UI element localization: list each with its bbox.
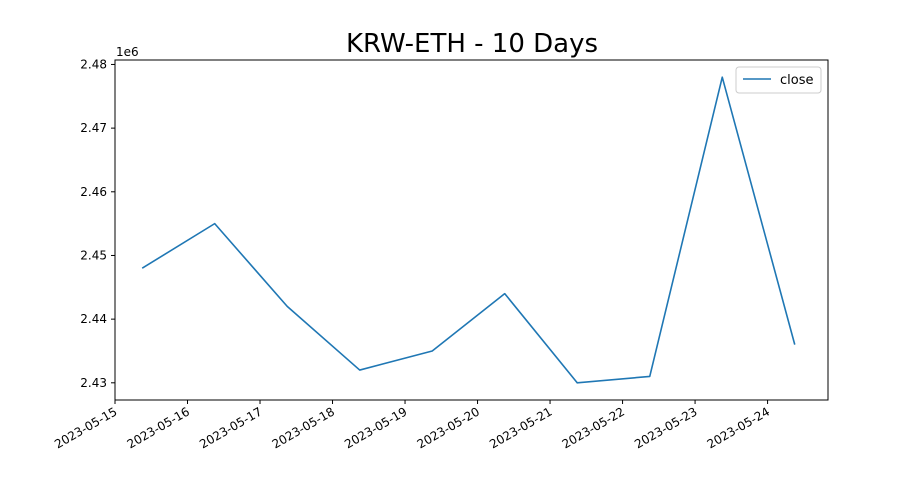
legend-box	[735, 66, 822, 94]
y-axis: 2.43 2.44 2.45 2.46 2.47 2.48	[80, 57, 115, 390]
y-tick-label: 2.47	[80, 121, 107, 135]
chart-title: KRW-ETH - 10 Days	[346, 29, 598, 59]
series-layer	[141, 76, 796, 384]
y-tick-label: 2.45	[80, 248, 107, 262]
plot-frame	[114, 59, 829, 401]
y-tick-label: 2.44	[80, 312, 107, 326]
legend-label-close: close	[780, 73, 813, 88]
y-offset-label: 1e6	[116, 45, 139, 59]
series-line-close	[141, 76, 796, 384]
y-tick-label: 2.43	[80, 376, 107, 390]
legend: close	[735, 66, 822, 94]
y-tick-label: 2.46	[80, 185, 107, 199]
y-tick-label: 2.48	[80, 57, 107, 71]
